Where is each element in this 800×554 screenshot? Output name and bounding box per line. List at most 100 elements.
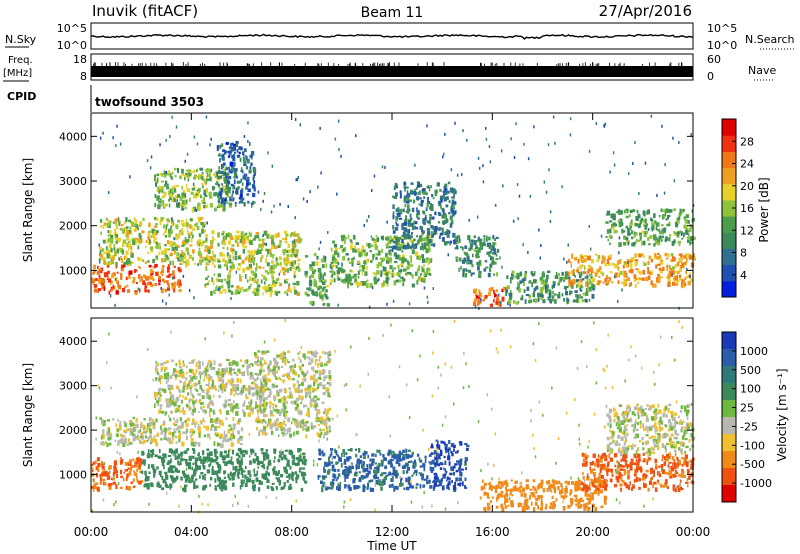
data-cell [334,259,337,264]
data-cell [110,236,114,242]
data-cell [231,377,234,381]
data-cell [165,171,167,174]
data-cell [225,382,229,386]
data-cell [155,364,158,370]
data-cell [623,237,626,240]
data-cell [131,223,133,227]
data-cell [236,242,239,247]
data-cell [108,222,111,226]
data-cell [218,166,221,170]
data-cell [542,299,546,304]
data-cell [137,257,139,261]
data-cell [242,237,245,241]
data-cell [171,451,174,455]
y-tick-label: 4000 [59,130,87,143]
data-cell [530,299,533,304]
data-cell [188,172,192,177]
data-cell [403,199,407,203]
data-cell [169,465,173,470]
data-cell [188,379,192,383]
power-colorbar-swatch [722,264,736,282]
data-cell [468,269,471,273]
data-cell [201,224,204,229]
data-cell [447,253,449,257]
data-cell [480,298,482,302]
data-cell [201,228,204,234]
data-cell [546,284,549,289]
data-cell [397,264,400,270]
data-cell [684,261,687,265]
data-cell [177,219,180,223]
data-cell [592,284,596,290]
data-cell [132,458,135,462]
data-cell [218,285,221,290]
data-cell [235,374,239,377]
data-cell [476,247,478,250]
data-cell [195,368,198,374]
data-cell [173,197,177,203]
data-cell [139,221,142,226]
freq-tick-top: 18 [73,53,87,66]
data-cell [263,397,267,400]
data-cell [226,172,230,176]
data-cell [98,288,102,291]
data-cell [193,185,196,190]
data-cell [280,456,284,461]
data-cell [477,300,481,305]
data-cell [148,417,152,422]
data-cell [140,461,144,465]
data-cell [217,194,220,198]
data-cell [176,475,179,480]
data-cell [226,254,230,259]
data-cell [284,416,287,420]
data-cell [312,291,315,296]
data-cell [236,384,240,388]
data-cell [250,270,254,274]
data-cell [284,449,288,452]
data-cell [127,243,132,248]
data-cell [101,278,104,282]
data-cell [188,480,192,483]
data-cell [289,261,292,266]
data-cell [167,240,171,244]
data-cell [155,271,159,276]
data-cell [152,278,155,282]
data-cell [549,220,552,223]
data-cell [689,241,691,246]
data-cell [628,269,632,273]
y-tick-label: 1000 [59,264,87,277]
data-cell [163,361,167,364]
data-cell [213,419,217,424]
data-cell [185,242,188,245]
data-cell [182,431,186,434]
data-cell [410,272,412,276]
data-cell [124,422,127,428]
data-cell [202,450,205,456]
data-cell [371,237,375,241]
power-colorbar-tick-label: 12 [740,224,754,237]
data-cell [257,390,261,395]
data-cell [521,278,525,283]
data-cell [287,395,291,399]
data-cell [613,163,616,167]
data-cell [275,245,278,249]
data-cell [191,207,194,213]
data-cell [190,441,194,446]
data-cell [169,263,171,267]
data-cell [372,255,374,260]
data-cell [112,221,115,224]
data-cell [124,228,128,231]
data-cell [297,352,299,355]
data-cell [208,259,211,263]
data-cell [153,174,157,179]
data-cell [381,259,384,262]
data-cell [164,471,167,474]
data-cell [232,431,235,434]
data-cell [618,219,621,222]
data-cell [235,141,239,145]
data-cell [677,262,680,267]
data-cell [236,285,240,289]
data-cell [161,278,165,282]
data-cell [230,406,232,410]
data-cell [239,443,243,446]
